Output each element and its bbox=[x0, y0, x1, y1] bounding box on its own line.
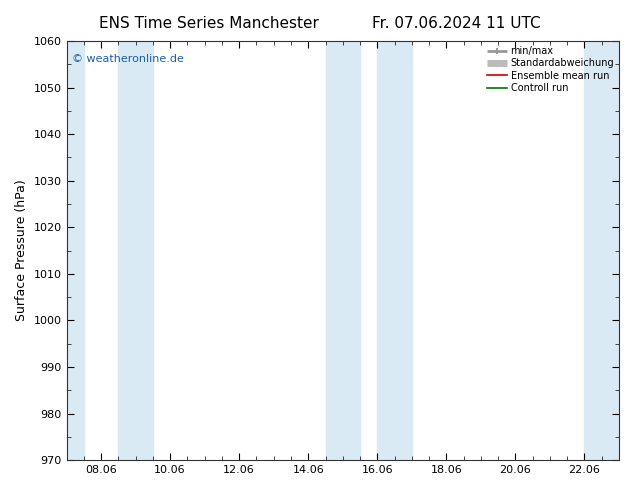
Y-axis label: Surface Pressure (hPa): Surface Pressure (hPa) bbox=[15, 180, 28, 321]
Bar bbox=[119, 41, 153, 460]
Bar bbox=[67, 41, 84, 460]
Bar bbox=[585, 41, 619, 460]
Bar bbox=[377, 41, 412, 460]
Text: Fr. 07.06.2024 11 UTC: Fr. 07.06.2024 11 UTC bbox=[372, 16, 541, 31]
Bar bbox=[325, 41, 360, 460]
Legend: min/max, Standardabweichung, Ensemble mean run, Controll run: min/max, Standardabweichung, Ensemble me… bbox=[485, 44, 616, 95]
Text: ENS Time Series Manchester: ENS Time Series Manchester bbox=[100, 16, 319, 31]
Text: © weatheronline.de: © weatheronline.de bbox=[72, 53, 184, 64]
